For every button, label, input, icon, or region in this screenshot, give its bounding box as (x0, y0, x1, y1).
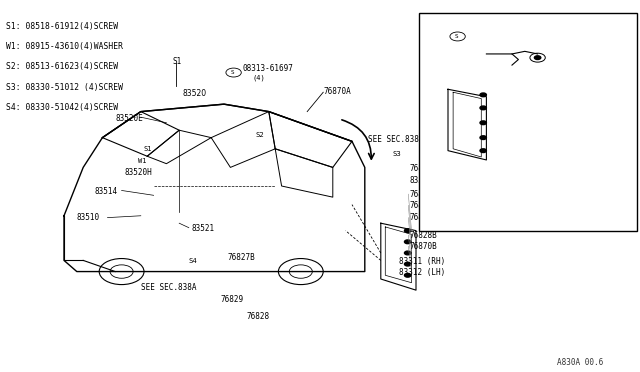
Text: 83520E: 83520E (115, 114, 143, 123)
Text: 76827B: 76827B (429, 62, 455, 68)
Text: SEE SEC.838A: SEE SEC.838A (141, 283, 196, 292)
Text: W1: 08915-43610(4)WASHER: W1: 08915-43610(4)WASHER (6, 42, 124, 51)
Text: SEE SEC.838A: SEE SEC.838A (368, 135, 424, 144)
Text: 76870 (RH): 76870 (RH) (548, 45, 591, 52)
Text: 83514: 83514 (95, 187, 118, 196)
Text: DX: DX (424, 17, 435, 26)
Text: 83520H: 83520H (125, 169, 152, 177)
Text: 08313-61697: 08313-61697 (466, 28, 516, 37)
Text: S4: S4 (189, 258, 198, 264)
Text: 76870B: 76870B (493, 113, 518, 119)
Circle shape (480, 106, 486, 110)
Text: 76870A: 76870A (323, 87, 351, 96)
Text: S: S (454, 34, 458, 39)
Text: 76870B: 76870B (410, 242, 437, 251)
Text: 83520: 83520 (182, 89, 207, 97)
Text: A830A 00.6: A830A 00.6 (557, 358, 603, 367)
Text: S3: S3 (442, 72, 451, 78)
Text: (4): (4) (253, 74, 266, 81)
Text: 76828: 76828 (582, 71, 604, 77)
Circle shape (534, 56, 541, 60)
Text: S1: S1 (173, 57, 182, 66)
Text: 83510: 83510 (77, 213, 100, 222)
Text: 83312 (LH): 83312 (LH) (493, 136, 535, 143)
Text: (4): (4) (477, 38, 490, 44)
Text: 76828: 76828 (410, 190, 433, 199)
Text: S3: S3 (393, 151, 402, 157)
Circle shape (480, 93, 486, 97)
Text: 83521: 83521 (192, 224, 215, 233)
Text: 76829: 76829 (221, 295, 244, 304)
Text: 08313-61697: 08313-61697 (243, 64, 293, 73)
Circle shape (480, 149, 486, 153)
Text: 83520G: 83520G (410, 176, 437, 185)
Text: 83311 (RH): 83311 (RH) (399, 257, 445, 266)
Circle shape (404, 251, 411, 255)
Text: S2: S2 (256, 132, 265, 138)
Circle shape (480, 121, 486, 125)
Text: 83311 (RH): 83311 (RH) (493, 125, 535, 132)
Circle shape (404, 273, 411, 277)
Text: 76870B: 76870B (410, 213, 437, 222)
Text: 83312 (LH): 83312 (LH) (399, 268, 445, 277)
Text: 76827B: 76827B (227, 253, 255, 262)
Circle shape (404, 240, 411, 244)
Text: S4: 08330-51042(4)SCREW: S4: 08330-51042(4)SCREW (6, 103, 118, 112)
Text: S1: S1 (144, 146, 152, 152)
Text: 76871 (LH): 76871 (LH) (548, 54, 591, 61)
Text: SEE SEC. 838A: SEE SEC. 838A (422, 81, 474, 87)
Text: S1: 08518-61912(4)SCREW: S1: 08518-61912(4)SCREW (6, 22, 118, 31)
Text: 76828: 76828 (493, 102, 514, 108)
Text: 76828: 76828 (246, 312, 269, 321)
Bar (419, 13, 637, 231)
Text: S: S (230, 70, 234, 75)
Text: S2: 08513-61623(4)SCREW: S2: 08513-61623(4)SCREW (6, 62, 118, 71)
Circle shape (404, 229, 411, 232)
Text: 76828B: 76828B (410, 231, 437, 240)
Circle shape (480, 136, 486, 140)
Text: 76824H: 76824H (410, 164, 437, 173)
Text: W1: W1 (138, 158, 146, 164)
Text: 76828: 76828 (410, 201, 433, 210)
Circle shape (404, 262, 411, 266)
Text: 76828: 76828 (493, 91, 514, 97)
Text: S3: 08330-51012 (4)SCREW: S3: 08330-51012 (4)SCREW (6, 83, 124, 92)
